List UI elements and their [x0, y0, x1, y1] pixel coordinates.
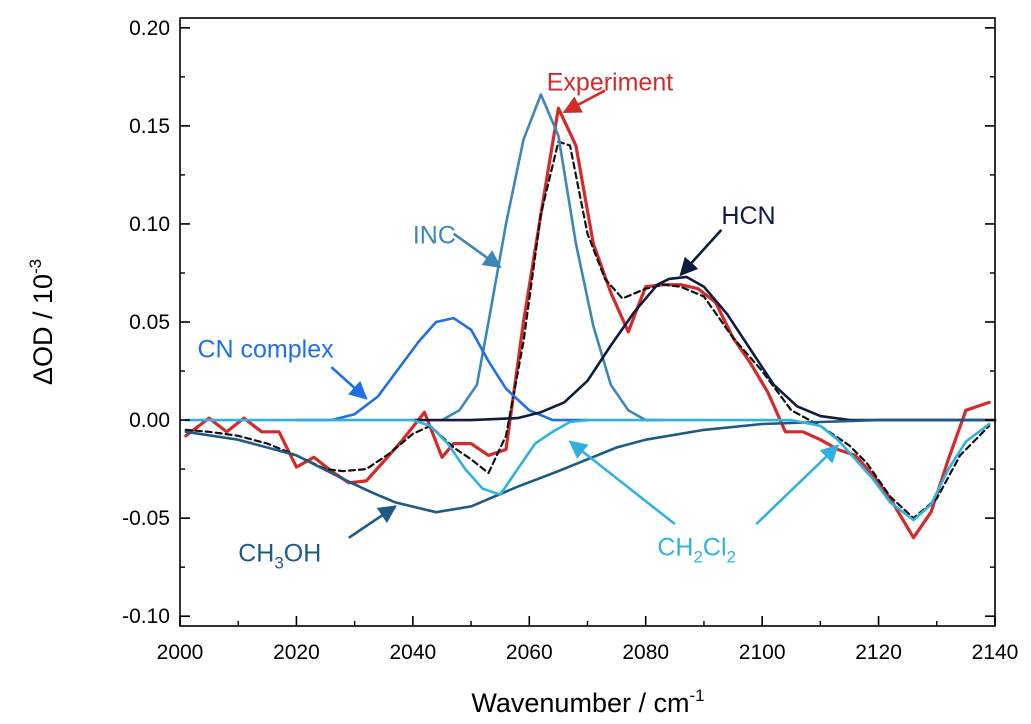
y-tick-label: 0.10: [129, 213, 170, 236]
annotation-arrow-cn-complex: [330, 366, 368, 400]
annotation-label-ch3oh: CH3OH: [238, 539, 321, 572]
y-tick-label: 0.20: [129, 17, 170, 40]
x-tick-label: 2080: [622, 641, 669, 664]
y-tick-label: 0.05: [129, 311, 170, 334]
annotation-label-cn-complex: CN complex: [197, 335, 334, 363]
plot-frame: [179, 17, 996, 627]
annotation-arrow-ch2cl2: [568, 440, 676, 526]
y-axis: -0.10 -0.05 0.00 0.05 0.10 0.15 0.20: [122, 17, 995, 628]
annotation-arrow-hcn: [679, 228, 723, 277]
x-tick-label: 2000: [157, 641, 204, 664]
annotation-arrow-inc: [452, 232, 502, 269]
series-line-hcn: [411, 275, 997, 422]
y-axis-label: ΔOD / 10-3: [26, 259, 58, 385]
series-line-ch2cl2: [184, 418, 991, 522]
y-tick-label: -0.05: [122, 507, 170, 530]
x-axis: 2000 2020 2040 2060 2080 2100 2120 2140: [157, 616, 1019, 664]
x-tick-label: 2040: [389, 641, 436, 664]
annotation-arrow-ch2cl2-2: [755, 444, 840, 525]
annotation-label-hcn: HCN: [721, 202, 775, 230]
annotation-layer: Experiment HCN INC CN complex CH3OH CH2Cl2: [197, 69, 840, 572]
series-line-cn-complex: [295, 316, 589, 422]
annotation-arrow-ch3oh: [348, 505, 397, 539]
series-line-inc: [440, 93, 665, 422]
series-line-fit: [184, 140, 991, 520]
x-tick-label: 2120: [855, 641, 902, 664]
annotation-arrow-experiment: [562, 89, 606, 114]
series-line-ch3oh: [184, 418, 997, 514]
annotation-label-inc: INC: [413, 222, 456, 250]
x-tick-label: 2140: [972, 641, 1019, 664]
x-tick-label: 2100: [739, 641, 786, 664]
y-tick-label: -0.10: [122, 605, 170, 628]
x-axis-label: Wavenumber / cm-1: [471, 686, 704, 718]
series-line-experiment: [184, 106, 991, 540]
y-tick-label: 0.00: [129, 409, 170, 432]
x-tick-label: 2060: [506, 641, 553, 664]
annotation-label-experiment: Experiment: [547, 69, 673, 97]
y-tick-label: 0.15: [129, 115, 170, 138]
x-tick-label: 2020: [273, 641, 320, 664]
annotation-label-ch2cl2: CH2Cl2: [657, 533, 736, 566]
series-layer: [184, 93, 997, 540]
